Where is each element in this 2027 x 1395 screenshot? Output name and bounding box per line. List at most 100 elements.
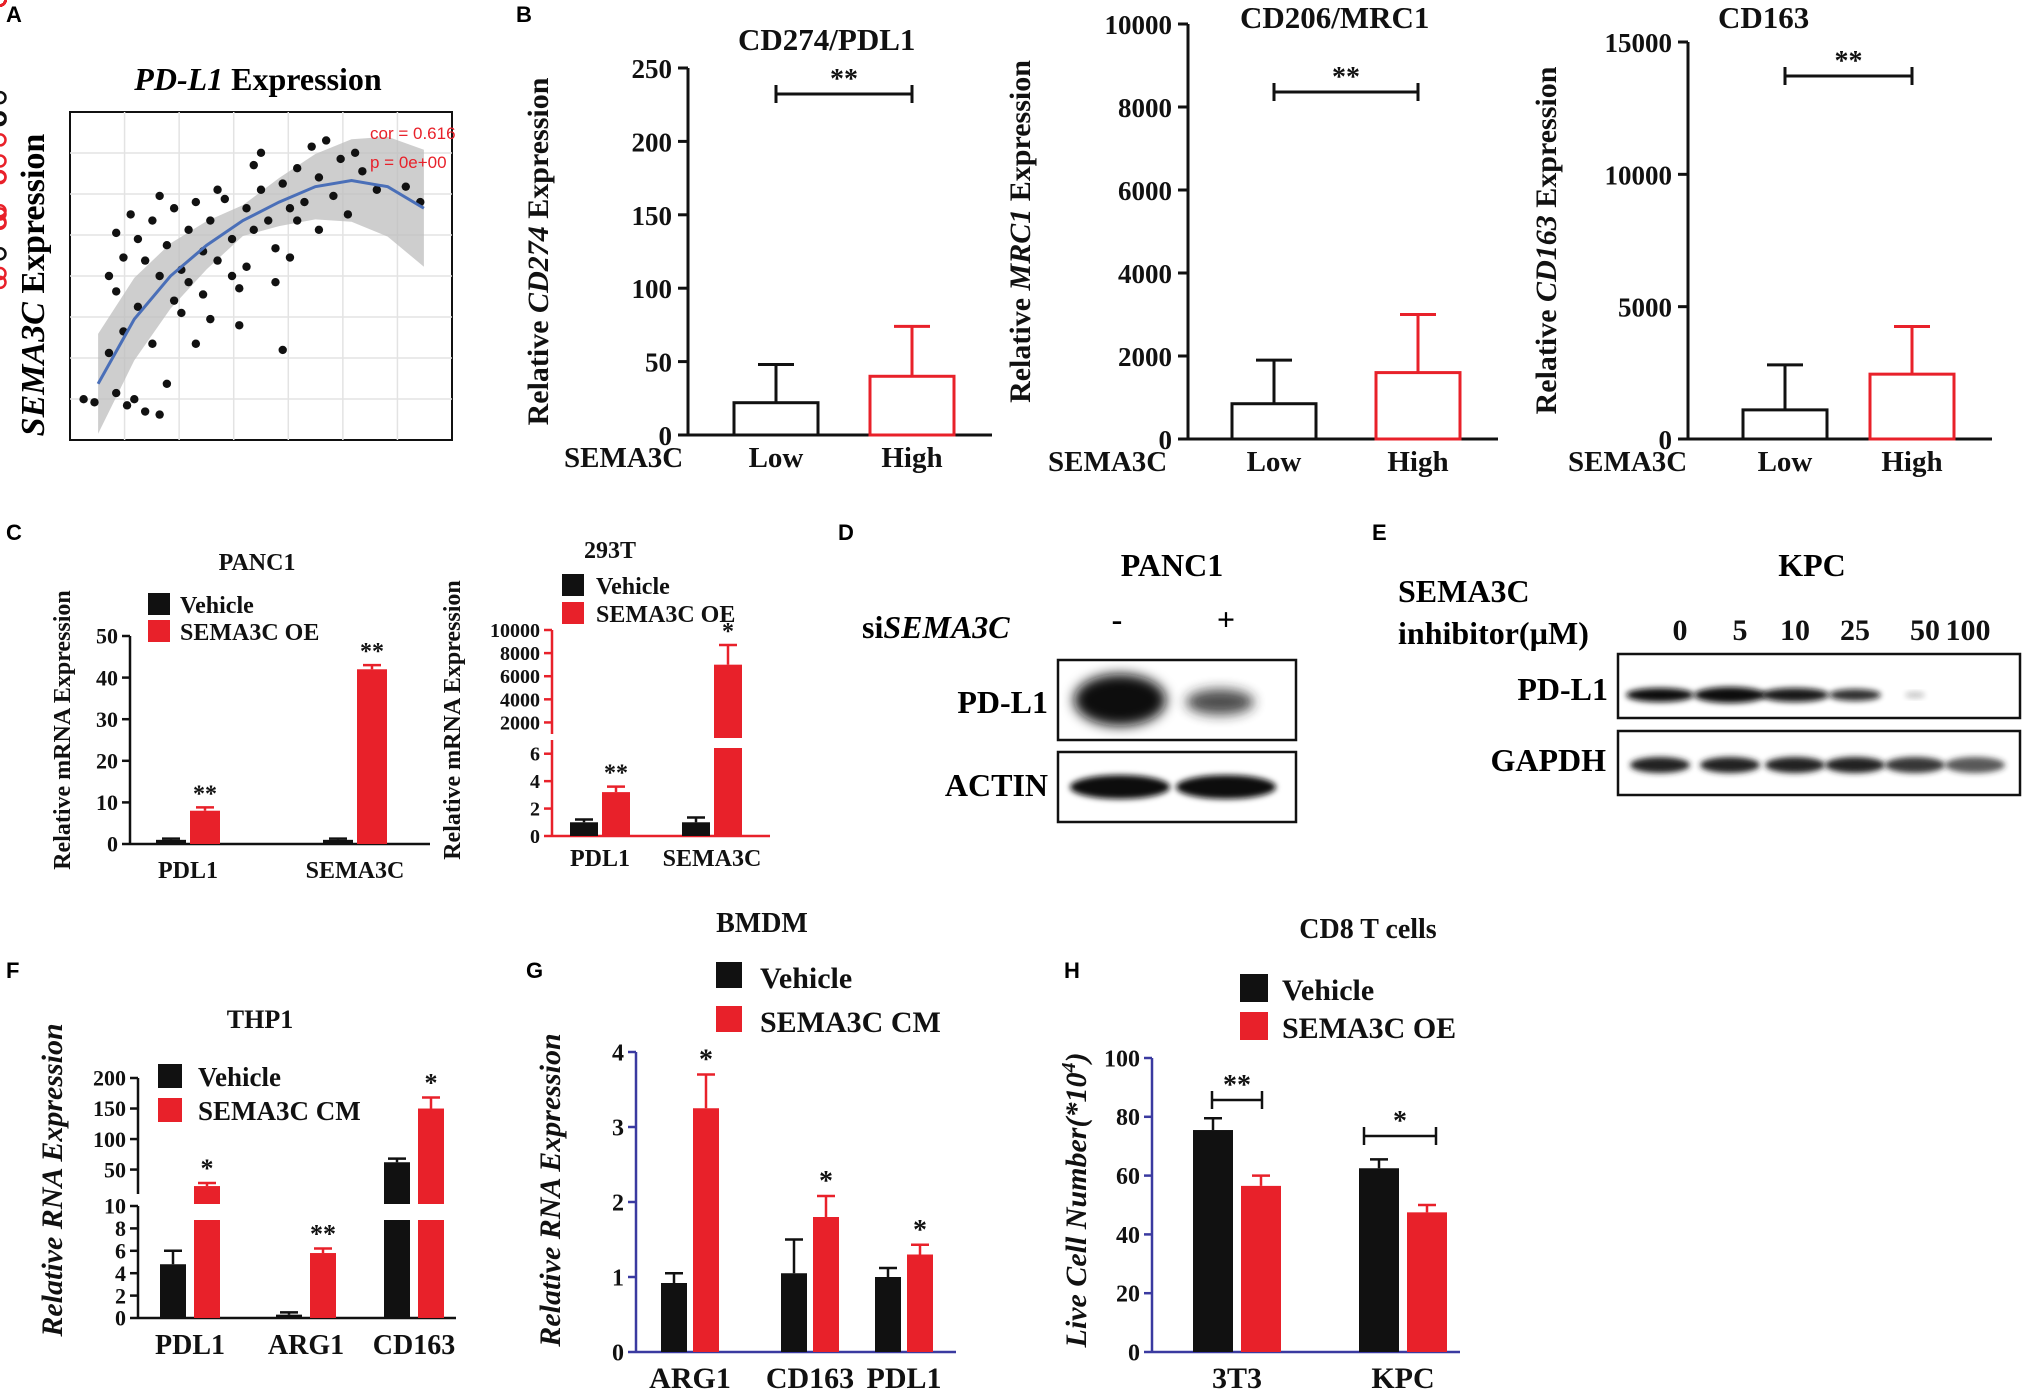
panel-e-blot: KPC SEMA3C inhibitor(µM) 0 5 10 25 50 100 PD-… [1398,547,2022,797]
blot-d-condition-minus: - [1112,601,1123,637]
y-tick-label: 6 [115,1239,126,1264]
chart-title: THP1 [227,1005,293,1034]
category-label-cd163: CD163 [373,1330,455,1361]
panel-a-point [148,216,157,225]
panel-a-title: PD-L1 Expression [133,61,382,97]
y-axis-label: Relative CD163 Expression [1530,66,1563,414]
sig-label: * [425,1069,438,1098]
category-label-cd163: CD163 [766,1362,854,1395]
panel-a-title-gene: PD-L1 [133,61,223,97]
sig-label: * [201,1154,214,1183]
panel-a-point [213,185,222,194]
bar-vehicle-cd163 [384,1162,410,1318]
panel-a-scatter: PD-L1 Expression SEMA3C Expression cor =… [15,61,456,441]
y-tick-label: 10000 [490,620,540,642]
legend-label-vehicle: Vehicle [596,574,670,600]
panel-a-point [148,339,157,348]
dot-outlier [0,215,7,229]
bar-vehicle-kpc [1359,1168,1399,1352]
y-tick-label: 40 [1116,1223,1140,1249]
bar-sema3c-cm-arg1 [693,1108,719,1352]
panel-letter-c: C [6,520,22,545]
bar-high [868,374,956,437]
y-tick-label: 200 [93,1066,126,1091]
y-axis-label: Relative mRNA Expression [440,580,466,860]
panel-f-chart: THP1 Vehicle SEMA3C CM Relative RNA Express… [36,1005,456,1361]
panel-a-fit-line [96,178,425,385]
panel-a-point [235,321,244,330]
y-tick-label: 0 [1159,425,1173,455]
sig-label: * [913,1215,927,1246]
category-label-pdl1: PDL1 [570,846,630,872]
panel-a-point [79,395,88,404]
blot-d-title: PANC1 [1121,547,1224,583]
blot-d-band-pdl1-plus [1186,689,1254,715]
y-tick-label: 8000 [1118,93,1172,123]
y-axis-label-post: Expression [1004,60,1037,209]
blot-e-bands [1626,687,2005,773]
y-tick-label: 150 [632,201,673,231]
axis-break-gap [713,738,743,748]
panel-a-cor: cor = 0.616 [370,124,456,143]
legend-swatch-vehicle [148,593,170,615]
bar-vehicle-pdl1 [875,1277,901,1352]
bar-sema3c-cm-pdl1 [907,1254,933,1352]
y-tick-label: 40 [96,665,118,690]
bar-vehicle-pdl1 [160,1264,186,1318]
blot-d-condition-plus: + [1217,601,1235,637]
axis-break-gap [417,1204,445,1220]
panel-a-point [285,204,295,213]
y-axis-label-pre: Relative [522,313,555,425]
panel-letter-g: G [526,958,543,983]
bar-vehicle-sema3c [682,822,710,836]
sig-label: ** [193,781,217,807]
panel-a-point [227,234,237,244]
bar-sema3c-oe-sema3c [714,664,742,836]
dot [0,0,7,7]
y-tick-label: 50 [96,624,118,649]
legend-swatch-sema3c-oe [562,602,584,624]
sig-label: ** [1223,1070,1251,1101]
blot-d-band-pdl1-minus [1074,674,1166,726]
blot-e-title: KPC [1778,547,1846,583]
axis-break-gap [193,1204,221,1220]
y-tick-label: 6000 [500,666,540,688]
panel-letter-e: E [1372,520,1387,545]
y-axis-label: Relative RNA Expression [36,1023,69,1337]
panel-a-point [169,204,179,213]
y-tick-label: 5000 [1618,293,1672,323]
panel-a-point [293,216,302,225]
panel-a-point [112,388,121,398]
panel-a-point [321,136,331,145]
panel-a-point [184,225,193,234]
legend-label-sema3c-oe: SEMA3C OE [1282,1012,1456,1045]
legend-label-vehicle: Vehicle [180,593,254,619]
category-label-kpc: KPC [1371,1362,1434,1395]
legend-swatch-sema3c-cm [716,1006,742,1032]
y-tick-label: 150 [93,1096,126,1121]
y-axis-label-post: Expression [1530,66,1563,215]
bar-vehicle-pdl1 [570,822,598,836]
y-tick-label: 10000 [1605,160,1673,190]
y-tick-label: 4000 [1118,259,1172,289]
blot-d-treatment-prefix: si [862,609,883,645]
y-tick-label: 3 [612,1115,624,1141]
panel-a-point [256,148,266,157]
chart-title: PANC1 [219,550,296,576]
panel-a-point [133,302,143,311]
panel-a-point [336,154,345,164]
panel-a-point [235,284,244,293]
y-tick-label: 8000 [500,643,540,665]
panel-a-point [155,191,164,201]
y-tick-label: 20 [96,749,118,774]
category-label-pdl1: PDL1 [867,1362,942,1395]
sig-label: ** [1835,46,1863,77]
panel-a-point [285,253,295,262]
panel-a-point [104,271,114,281]
panel-letter-a: A [6,2,22,27]
panel-a-point [300,197,309,207]
category-label-pdl1: PDL1 [158,858,218,884]
blot-e-band-gapdh [1700,757,1760,773]
